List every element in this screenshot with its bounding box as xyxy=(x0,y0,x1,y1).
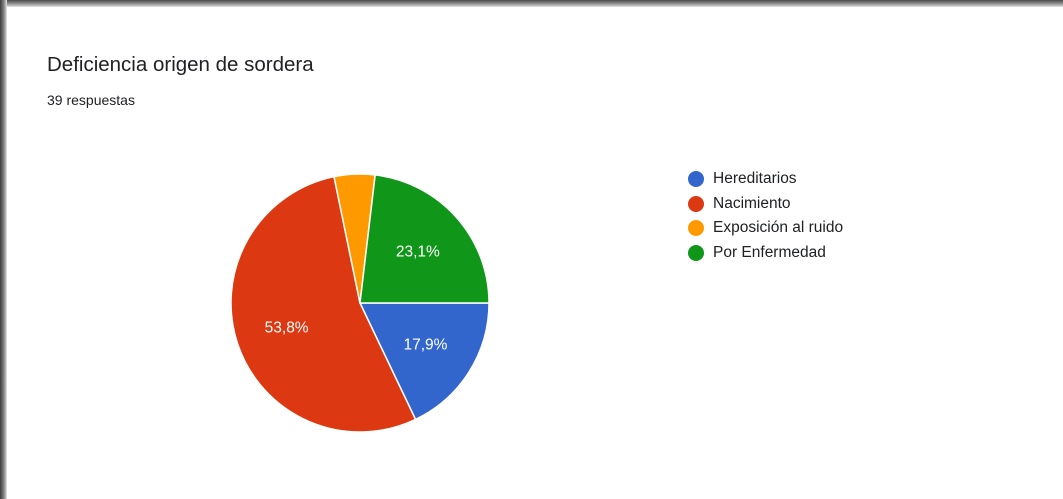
slice-label-nacimiento: 53,8% xyxy=(265,320,309,337)
legend-item-nacimiento[interactable]: Nacimiento xyxy=(688,192,843,217)
chart-legend: Hereditarios Nacimiento Exposición al ruid… xyxy=(688,167,843,265)
legend-label-exposicion-al-ruido: Exposición al ruido xyxy=(713,219,844,237)
pie-slice-hereditarios[interactable] xyxy=(358,302,490,421)
chart-card: Deficiencia origen de sordera 39 respues… xyxy=(7,7,1063,499)
response-count: 39 respuestas xyxy=(47,92,135,108)
legend-label-hereditarios: Hereditarios xyxy=(713,170,797,188)
legend-swatch-exposicion-al-ruido xyxy=(688,220,704,237)
pie-chart: 17,9% 53,8% 23,1% xyxy=(230,173,490,433)
legend-label-nacimiento: Nacimiento xyxy=(713,194,791,212)
slice-label-por-enfermedad: 23,1% xyxy=(396,244,440,261)
legend-item-exposicion-al-ruido[interactable]: Exposición al ruido xyxy=(688,216,843,241)
window-border-left xyxy=(0,0,7,499)
pie-slice-nacimiento[interactable] xyxy=(230,175,417,433)
legend-label-por-enfermedad: Por Enfermedad xyxy=(713,243,826,261)
legend-swatch-hereditarios xyxy=(688,171,704,188)
slice-label-hereditarios: 17,9% xyxy=(403,336,447,353)
pie-slice-por-enfermedad[interactable] xyxy=(359,174,490,304)
legend-item-por-enfermedad[interactable]: Por Enfermedad xyxy=(688,241,843,266)
legend-swatch-por-enfermedad xyxy=(688,244,704,261)
chart-title: Deficiencia origen de sordera xyxy=(47,53,314,76)
legend-item-hereditarios[interactable]: Hereditarios xyxy=(688,167,843,192)
window-border-top xyxy=(0,0,1063,7)
legend-swatch-nacimiento xyxy=(688,195,704,212)
